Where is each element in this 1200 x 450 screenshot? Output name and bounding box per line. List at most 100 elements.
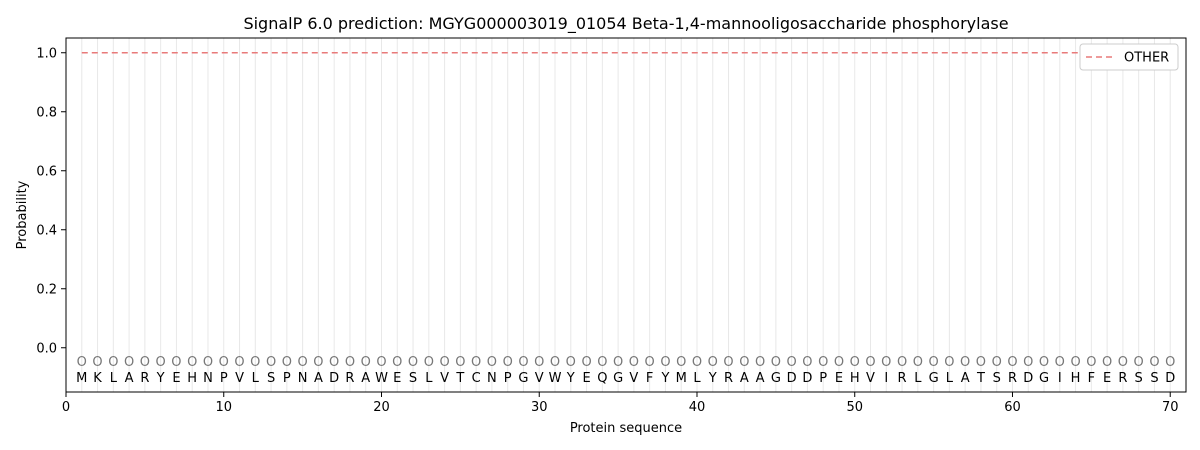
region-label: O [313, 355, 323, 370]
region-label: O [455, 355, 465, 370]
sequence-residue: L [693, 371, 701, 386]
region-label: O [566, 355, 576, 370]
sequence-residue: V [629, 371, 638, 386]
sequence-residue: C [472, 371, 481, 386]
region-label: O [1165, 355, 1175, 370]
region-label: O [581, 355, 591, 370]
sequence-residue: V [440, 371, 449, 386]
chart-title: SignalP 6.0 prediction: MGYG000003019_01… [243, 14, 1008, 34]
sequence-residue: V [535, 371, 544, 386]
sequence-residue: R [345, 371, 354, 386]
region-label: O [992, 355, 1002, 370]
region-label: O [187, 355, 197, 370]
plot-frame [65, 37, 1187, 393]
sequence-residue: Y [156, 371, 165, 386]
region-label: O [234, 355, 244, 370]
y-tick-label: 0.0 [36, 341, 57, 356]
region-label: O [755, 355, 765, 370]
sequence-residue: K [93, 371, 102, 386]
sequence-residue: R [724, 371, 733, 386]
sequence-residue: D [1023, 371, 1033, 386]
y-tick-label: 0.6 [36, 164, 57, 179]
sequence-residue: D [787, 371, 797, 386]
x-tick-label: 0 [62, 400, 70, 415]
sequence-residue: D [329, 371, 339, 386]
sequence-residue: R [898, 371, 907, 386]
x-tick-label: 70 [1162, 400, 1179, 415]
x-tick-label: 40 [689, 400, 706, 415]
region-label: O [1039, 355, 1049, 370]
x-tick-label: 60 [1004, 400, 1021, 415]
region-label: O [597, 355, 607, 370]
sequence-residue: W [375, 371, 388, 386]
region-label: O [550, 355, 560, 370]
region-label: O [1007, 355, 1017, 370]
region-label: O [645, 355, 655, 370]
region-label: O [439, 355, 449, 370]
sequence-residue: S [1150, 371, 1158, 386]
region-label: O [613, 355, 623, 370]
region-label: O [171, 355, 181, 370]
sequence-residue: L [425, 371, 433, 386]
y-tick-label: 0.8 [36, 105, 57, 120]
region-label: O [771, 355, 781, 370]
sequence-residue: P [220, 371, 228, 386]
region-label: O [1023, 355, 1033, 370]
sequence-residue: I [1058, 371, 1062, 386]
sequence-residue: R [1118, 371, 1127, 386]
sequence-residue: Y [708, 371, 717, 386]
sequence-residue: G [771, 371, 781, 386]
sequence-residue: H [850, 371, 860, 386]
region-label: O [1134, 355, 1144, 370]
region-label: O [850, 355, 860, 370]
sequence-residue: G [518, 371, 528, 386]
x-tick-label: 10 [215, 400, 232, 415]
sequence-residue: E [393, 371, 401, 386]
sequence-residue: A [756, 371, 765, 386]
region-label: O [787, 355, 797, 370]
sequence-residue: S [409, 371, 417, 386]
x-axis-label: Protein sequence [570, 421, 682, 436]
region-label: O [976, 355, 986, 370]
region-label: O [203, 355, 213, 370]
region-label: O [802, 355, 812, 370]
region-label: O [708, 355, 718, 370]
x-tick-label: 20 [373, 400, 390, 415]
sequence-residue: G [929, 371, 939, 386]
x-tick-label: 30 [531, 400, 548, 415]
region-label: O [77, 355, 87, 370]
region-label: O [282, 355, 292, 370]
sequence-residue: M [676, 371, 687, 386]
region-label: O [881, 355, 891, 370]
region-label: O [897, 355, 907, 370]
sequence-residue: L [946, 371, 954, 386]
sequence-residue: N [298, 371, 308, 386]
sequence-residue: A [740, 371, 749, 386]
region-label: O [960, 355, 970, 370]
region-label: O [124, 355, 134, 370]
region-label: O [140, 355, 150, 370]
region-label: O [424, 355, 434, 370]
sequence-residue: L [110, 371, 118, 386]
region-label: O [156, 355, 166, 370]
region-label: O [834, 355, 844, 370]
region-label: O [298, 355, 308, 370]
sequence-residue: W [549, 371, 562, 386]
x-tick-label: 50 [846, 400, 863, 415]
sequence-residue: A [314, 371, 323, 386]
sequence-residue: L [252, 371, 260, 386]
region-label: O [376, 355, 386, 370]
sequence-residue: N [203, 371, 213, 386]
region-label: O [219, 355, 229, 370]
sequence-residue: G [613, 371, 623, 386]
region-label: O [1070, 355, 1080, 370]
sequence-residue: D [1165, 371, 1175, 386]
sequence-residue: A [961, 371, 970, 386]
sequence-residue: F [646, 371, 653, 386]
region-label: O [660, 355, 670, 370]
sequence-residue: S [1135, 371, 1143, 386]
sequence-residue: F [1088, 371, 1095, 386]
legend-label-other: OTHER [1124, 51, 1169, 66]
region-label: O [471, 355, 481, 370]
